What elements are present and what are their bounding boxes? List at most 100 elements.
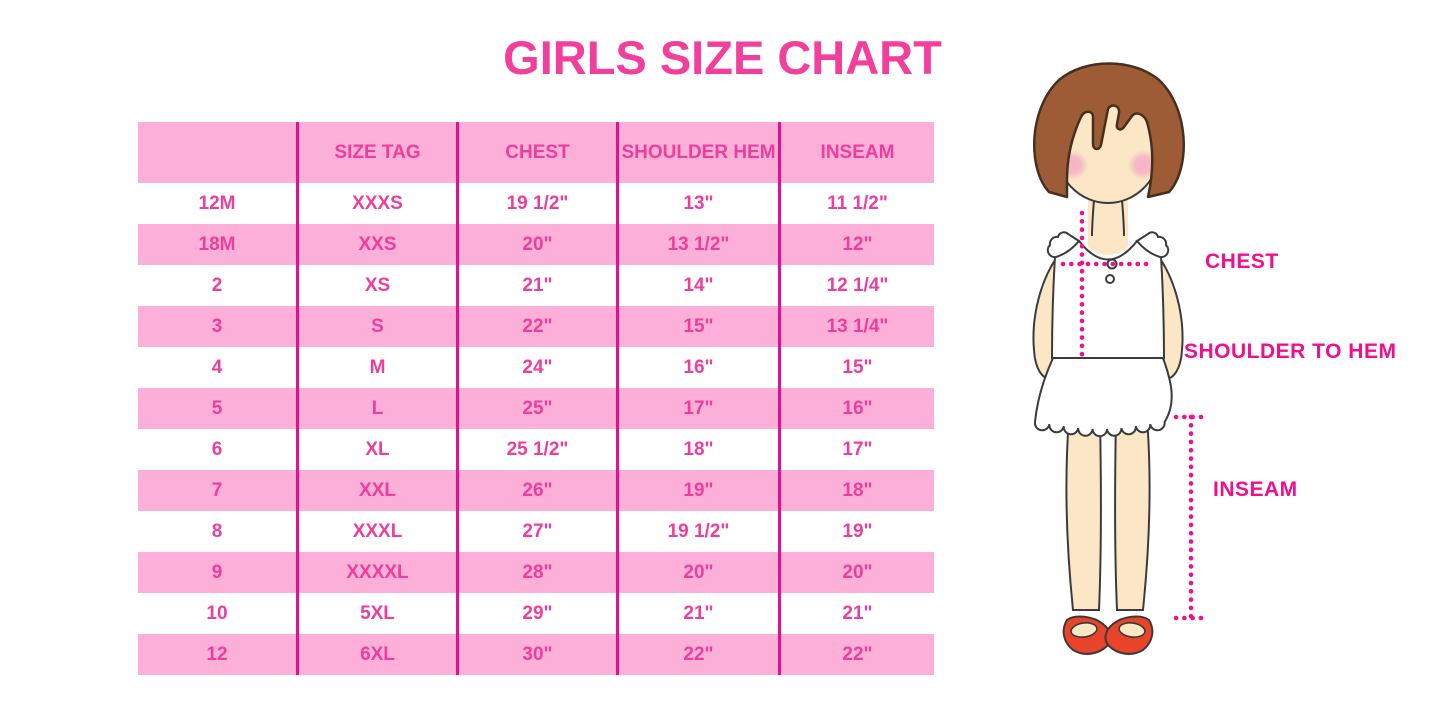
table-cell: 6XL [296, 634, 456, 675]
table-row: 4 M 24" 16" 15" [138, 347, 934, 388]
table-cell: 20" [778, 552, 934, 593]
neck-line-left [1091, 199, 1095, 237]
table-cell: 16" [616, 347, 778, 388]
table-cell: 12M [198, 192, 236, 214]
table-cell: 24" [456, 347, 616, 388]
hair-shape [1033, 62, 1185, 199]
table-cell: XS [296, 265, 456, 306]
table-cell: 20" [456, 224, 616, 265]
table-cell: XXS [296, 224, 456, 265]
table-cell: 26" [456, 470, 616, 511]
table-row: 12M XXXS 19 1/2" 13" 11 1/2" [138, 183, 934, 224]
neck-shape [1088, 188, 1128, 255]
table-cell: 21" [616, 593, 778, 634]
table-cell: 27" [456, 511, 616, 552]
table-cell: 19 1/2" [616, 511, 778, 552]
table-cell: 7 [211, 479, 223, 501]
header-cell-inseam: INSEAM [778, 122, 934, 183]
leg-right-shape [1114, 417, 1151, 611]
table-cell: XXXXL [296, 552, 456, 593]
size-table: SIZE TAG CHEST SHOULDER HEM INSEAM 12M XX… [138, 122, 934, 675]
table-row: 3 S 22" 15" 13 1/4" [138, 306, 934, 347]
table-cell: 19 1/2" [456, 183, 616, 224]
neck-line-right [1121, 199, 1125, 237]
table-cell: 18" [778, 470, 934, 511]
shoe-left-opening [1070, 622, 1098, 638]
table-cell: XL [296, 429, 456, 470]
table-cell: M [296, 347, 456, 388]
table-cell: 10 [206, 602, 228, 624]
table-cell: 12 1/4" [778, 265, 934, 306]
table-row: 7 XXL 26" 19" 18" [138, 470, 934, 511]
table-cell: 17" [616, 388, 778, 429]
shirt-button-bottom [1105, 274, 1115, 284]
leg-left-shape [1065, 417, 1102, 611]
table-cell: 28" [456, 552, 616, 593]
table-cell: 2 [211, 274, 223, 296]
table-row: 2 XS 21" 14" 12 1/4" [138, 265, 934, 306]
table-cell: 13" [616, 183, 778, 224]
chest-label: CHEST [1205, 250, 1279, 273]
table-cell: 22" [616, 634, 778, 675]
table-cell: 25" [456, 388, 616, 429]
shoulder-to-hem-label: SHOULDER TO HEM [1184, 340, 1397, 363]
table-cell: 5 [211, 397, 223, 419]
table-row: 6 XL 25 1/2" 18" 17" [138, 429, 934, 470]
header-cell-blank [138, 122, 296, 183]
table-cell: XXL [296, 470, 456, 511]
table-cell: 15" [778, 347, 934, 388]
table-cell: 16" [778, 388, 934, 429]
table-cell: 14" [616, 265, 778, 306]
table-cell: 17" [778, 429, 934, 470]
table-cell: 6 [211, 438, 223, 460]
table-cell: 13 1/4" [778, 306, 934, 347]
header-cell-size-tag: SIZE TAG [296, 122, 456, 183]
table-cell: 21" [778, 593, 934, 634]
blush-right [1128, 150, 1158, 180]
skirt-ruffle-shape [1033, 357, 1173, 438]
table-cell: S [296, 306, 456, 347]
table-cell: 22" [778, 634, 934, 675]
table-cell: 12" [778, 224, 934, 265]
table-cell: 22" [456, 306, 616, 347]
measurement-figure: CHEST SHOULDER TO HEM INSEAM [985, 50, 1445, 715]
header-cell-shoulder-hem: SHOULDER HEM [616, 122, 778, 183]
table-row: 5 L 25" 17" 16" [138, 388, 934, 429]
table-row: 18M XXS 20" 13 1/2" 12" [138, 224, 934, 265]
shoulder-ruffle-right [1135, 231, 1170, 259]
table-cell: 9 [211, 561, 223, 583]
table-cell: 12 [206, 643, 228, 665]
girl-figure-illustration [1032, 62, 1210, 655]
table-cell: 30" [456, 634, 616, 675]
table-cell: 15" [616, 306, 778, 347]
table-cell: 19" [616, 470, 778, 511]
table-row: 9 XXXXL 28" 20" 20" [138, 552, 934, 593]
shirt-bodice-shape [1050, 239, 1166, 359]
table-cell: XXXS [296, 183, 456, 224]
table-cell: L [296, 388, 456, 429]
table-cell: XXXL [296, 511, 456, 552]
table-cell: 5XL [296, 593, 456, 634]
table-cell: 18" [616, 429, 778, 470]
table-cell: 29" [456, 593, 616, 634]
table-cell: 8 [211, 520, 223, 542]
size-table-body: 12M XXXS 19 1/2" 13" 11 1/2" 18M XXS 20" 13 1/2"… [138, 183, 934, 675]
shoulder-ruffle-left [1046, 231, 1081, 259]
table-cell: 13 1/2" [616, 224, 778, 265]
table-row: 10 5XL 29" 21" 21" [138, 593, 934, 634]
table-cell: 3 [211, 315, 223, 337]
table-cell: 18M [198, 233, 236, 255]
header-cell-chest: CHEST [456, 122, 616, 183]
table-cell: 4 [211, 356, 223, 378]
table-cell: 21" [456, 265, 616, 306]
page-title: GIRLS SIZE CHART [503, 31, 942, 84]
table-header-row: SIZE TAG CHEST SHOULDER HEM INSEAM [138, 122, 934, 183]
shoe-right-opening [1118, 622, 1146, 638]
inseam-label: INSEAM [1213, 478, 1298, 501]
table-row: 8 XXXL 27" 19 1/2" 19" [138, 511, 934, 552]
table-cell: 25 1/2" [456, 429, 616, 470]
table-row: 12 6XL 30" 22" 22" [138, 634, 934, 675]
table-cell: 11 1/2" [778, 183, 934, 224]
table-cell: 19" [778, 511, 934, 552]
table-cell: 20" [616, 552, 778, 593]
